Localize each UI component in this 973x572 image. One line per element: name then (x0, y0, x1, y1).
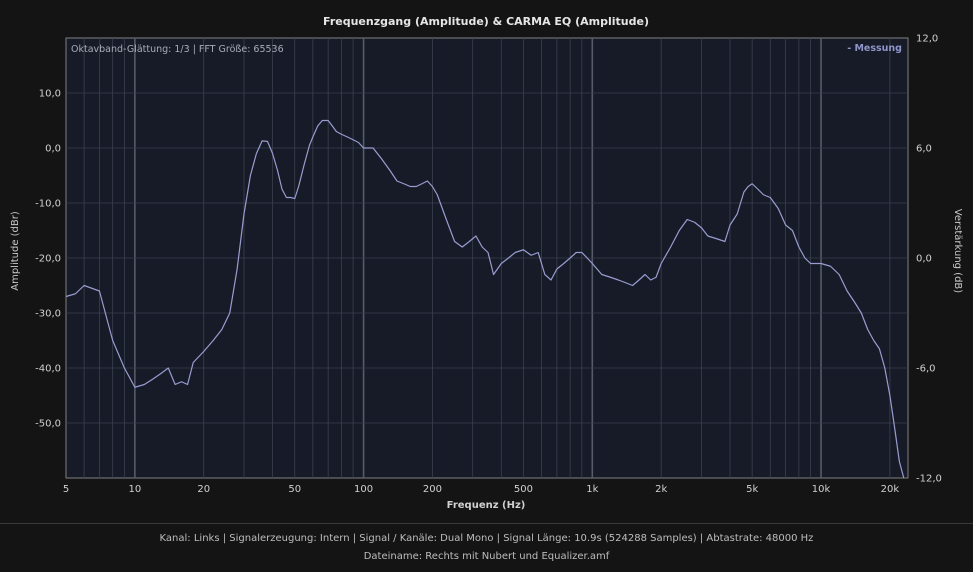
y2-tick-label: 0,0 (916, 254, 932, 265)
trace-layer (65, 119, 905, 479)
x-tick-label: 2k (655, 484, 667, 495)
footer-info: Kanal: Links | Signalerzeugung: Intern |… (159, 533, 814, 544)
y2-tick-label: 6,0 (916, 144, 932, 155)
legend-label: Messung (854, 43, 902, 54)
x-tick-labels: 5 10 20 50 100 200 500 1k 2k 5k 10k 20k (63, 484, 900, 495)
legend-entry: - Messung (847, 43, 902, 54)
series-line-measurement (65, 119, 905, 479)
x-axis-label: Frequenz (Hz) (447, 500, 526, 511)
y2-axis-label: Verstärkung (dB) (952, 209, 963, 293)
x-tick-label: 10k (812, 484, 831, 495)
frequency-response-chart: 5 10 20 50 100 200 500 1k 2k 5k 10k 20k 10,0 0,0 -10,… (10, 15, 963, 511)
y-tick-label: -40,0 (35, 364, 61, 375)
y-tick-label: 0,0 (45, 144, 61, 155)
y-tick-label: -10,0 (35, 199, 61, 210)
y-tick-labels: 10,0 0,0 -10,0 -20,0 -30,0 -40,0 -50,0 (35, 89, 61, 430)
x-tick-label: 5 (63, 484, 69, 495)
major-grid (66, 38, 908, 478)
y2-tick-labels: 12,0 6,0 0,0 -6,0 -12,0 (916, 34, 942, 485)
y-tick-label: -30,0 (35, 309, 61, 320)
x-tick-label: 500 (514, 484, 533, 495)
y-tick-label: -50,0 (35, 419, 61, 430)
y-tick-label: -20,0 (35, 254, 61, 265)
y2-tick-label: -12,0 (916, 474, 942, 485)
x-tick-label: 100 (354, 484, 373, 495)
y-axis-label: Amplitude (dBr) (10, 211, 21, 291)
x-tick-label: 20k (881, 484, 900, 495)
x-tick-label: 1k (586, 484, 598, 495)
y-tick-label: 10,0 (39, 89, 61, 100)
x-tick-label: 10 (128, 484, 141, 495)
y2-tick-label: 12,0 (916, 34, 938, 45)
footer-divider (0, 523, 973, 524)
chart-title: Frequenzgang (Amplitude) & CARMA EQ (Amp… (323, 15, 649, 28)
x-tick-label: 50 (288, 484, 301, 495)
x-tick-label: 200 (423, 484, 442, 495)
chart-annotation: Oktavband-Glättung: 1/3 | FFT Größe: 655… (71, 44, 284, 55)
x-tick-label: 5k (746, 484, 758, 495)
footer-filename: Dateiname: Rechts mit Nubert und Equaliz… (363, 551, 610, 562)
x-tick-label: 20 (197, 484, 210, 495)
y2-tick-label: -6,0 (916, 364, 936, 375)
